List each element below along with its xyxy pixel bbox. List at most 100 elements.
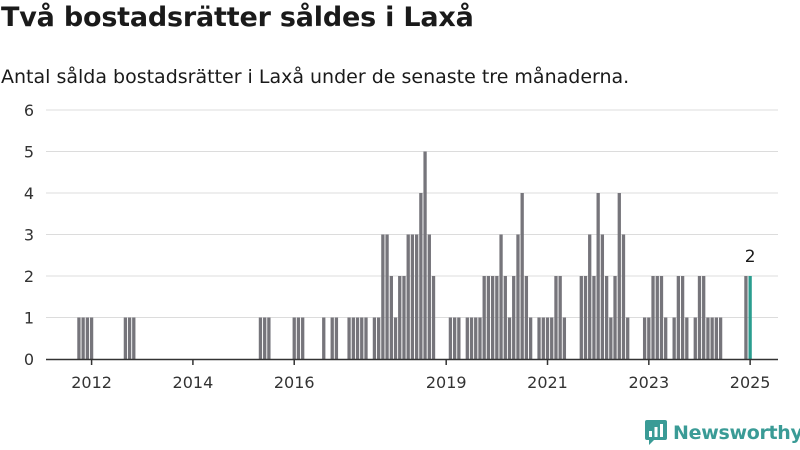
bar [672, 317, 676, 359]
bar [381, 234, 385, 359]
bar [364, 317, 368, 359]
y-tick-label: 4 [24, 184, 34, 203]
bar [604, 276, 609, 359]
y-tick-label: 0 [24, 350, 34, 369]
bar [127, 317, 132, 359]
y-tick-label: 5 [24, 143, 34, 162]
bar [693, 317, 697, 359]
bar [714, 317, 718, 359]
bar [132, 317, 136, 359]
y-tick-label: 2 [24, 267, 34, 286]
bar [617, 193, 621, 359]
bar [647, 317, 651, 359]
bar [558, 276, 562, 359]
bar [744, 276, 748, 359]
bar [398, 276, 402, 359]
bar [676, 276, 681, 359]
bar [415, 234, 419, 359]
bar [423, 151, 427, 359]
bar [710, 317, 714, 359]
bar [393, 317, 398, 359]
bar [322, 317, 326, 359]
bars: 2 [77, 151, 756, 359]
x-tick-label: 2019 [426, 373, 467, 392]
bar [372, 317, 377, 359]
bar [465, 317, 469, 359]
newsworthy-icon [645, 420, 667, 445]
bar [486, 276, 491, 359]
bar [642, 317, 647, 359]
bar [448, 317, 453, 359]
y-tick-label: 3 [24, 226, 34, 245]
bar [524, 276, 529, 359]
x-axis: 2012 2014 2016 2019 2021 2023 2025 [46, 358, 778, 392]
x-tick-label: 2016 [274, 373, 315, 392]
bar [621, 234, 626, 359]
bar [583, 276, 588, 359]
bar [355, 317, 360, 359]
bar [482, 276, 486, 359]
bar [419, 193, 423, 359]
bar [579, 276, 583, 359]
bar [410, 234, 415, 359]
bar [490, 276, 495, 359]
bar [651, 276, 655, 359]
bar [520, 193, 524, 359]
y-axis-ticks: 0 1 2 3 4 5 6 [24, 101, 34, 369]
bar-highlight [748, 276, 752, 359]
bar [389, 276, 393, 359]
bar [385, 234, 389, 359]
bar [402, 276, 406, 359]
chart-subtitle: Antal sålda bostadsrätter i Laxå under d… [1, 66, 630, 88]
bar [81, 317, 85, 359]
bar [516, 234, 520, 359]
bar [718, 317, 723, 359]
x-tick-label: 2012 [71, 373, 112, 392]
x-tick-label: 2025 [730, 373, 771, 392]
bar [347, 317, 351, 359]
bar [89, 317, 94, 359]
bar [351, 317, 355, 359]
highlight-data-label: 2 [745, 247, 756, 267]
x-tick-label: 2021 [527, 373, 568, 392]
bar [680, 276, 685, 359]
y-tick-label: 1 [24, 309, 34, 328]
bar [554, 276, 558, 359]
bar [697, 276, 702, 359]
bar [588, 234, 592, 359]
bar [528, 317, 533, 359]
bar [626, 317, 630, 359]
bar [457, 317, 461, 359]
bar [495, 276, 499, 359]
bar [292, 317, 296, 359]
brand-name: Newsworthy [673, 421, 800, 444]
x-tick-label: 2014 [173, 373, 214, 392]
bar [537, 317, 541, 359]
bar [592, 276, 596, 359]
bar [474, 317, 478, 359]
bar [600, 234, 605, 359]
chart-title: Två bostadsrätter såldes i Laxå [1, 2, 474, 33]
bar [267, 317, 271, 359]
bar [512, 276, 516, 359]
brand-logo: Newsworthy [645, 419, 800, 446]
y-tick-label: 6 [24, 101, 34, 120]
bar [503, 276, 507, 359]
bar [334, 317, 339, 359]
bar [453, 317, 457, 359]
bar [702, 276, 706, 359]
bar [85, 317, 90, 359]
bar [609, 317, 613, 359]
bar [545, 317, 550, 359]
x-tick-label: 2023 [628, 373, 669, 392]
bar [613, 276, 617, 359]
bar [562, 317, 567, 359]
bar [469, 317, 474, 359]
bar [659, 276, 664, 359]
bar [296, 317, 301, 359]
bar [263, 317, 267, 359]
bar [655, 276, 659, 359]
bar [706, 317, 710, 359]
bar [478, 317, 482, 359]
bar [77, 317, 81, 359]
